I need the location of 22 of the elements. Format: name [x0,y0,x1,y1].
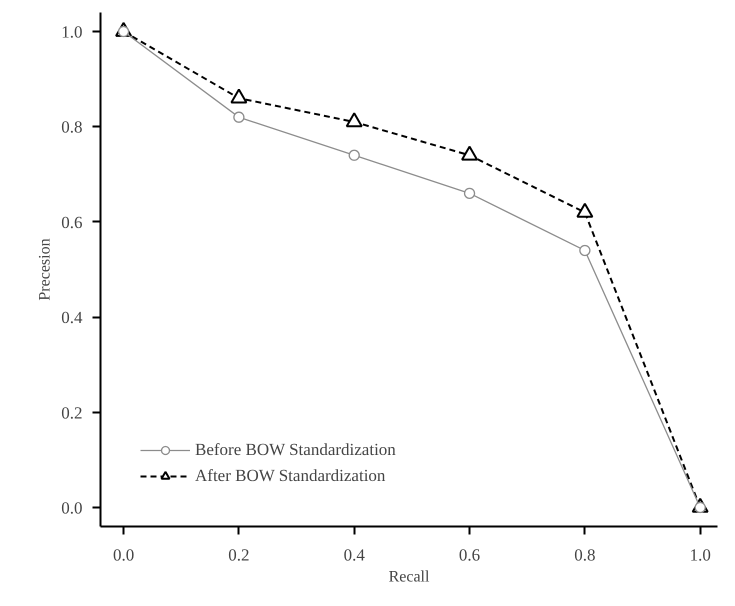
point [576,202,594,218]
y-tick-label: 0.6 [61,212,82,232]
y-tick-label: 1.0 [61,22,82,42]
point [464,188,476,199]
y-tick-label: 0.4 [61,308,83,328]
y-axis-title: Precesion [36,238,54,301]
point [230,88,248,104]
x-tick-label: 0.4 [344,546,366,564]
legend-label: Before BOW Standardization [195,440,396,460]
x-tick-label: 0.8 [574,546,596,564]
x-tick-label: 0.0 [112,546,134,564]
x-axis-title: Recall [388,568,430,586]
point [579,244,591,256]
x-tick-label: 0.2 [228,546,250,564]
y-tick-label: 0.8 [61,118,82,137]
point [461,146,478,161]
y-tick-label: 0.0 [61,498,82,518]
legend-label: After BOW Standardization [195,466,386,486]
x-tick-label: 0.6 [458,546,480,564]
point [346,112,363,128]
x-tick-label: 1.0 [690,546,711,564]
y-tick-label: 0.2 [61,403,82,422]
